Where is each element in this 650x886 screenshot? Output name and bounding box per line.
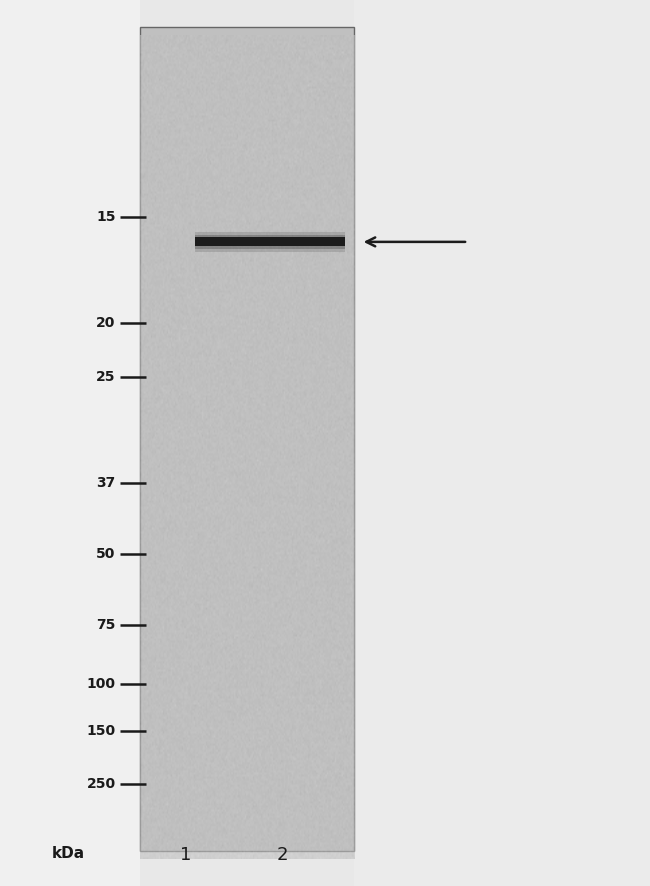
- Bar: [195, 232, 344, 252]
- Text: 15: 15: [96, 210, 116, 224]
- Text: 37: 37: [96, 476, 116, 490]
- Text: 75: 75: [96, 618, 116, 632]
- Text: 1: 1: [179, 846, 191, 864]
- Text: 2: 2: [277, 846, 289, 864]
- Bar: [195, 237, 344, 246]
- Text: 20: 20: [96, 316, 116, 330]
- Bar: [195, 235, 344, 249]
- Text: 25: 25: [96, 369, 116, 384]
- Bar: [140, 27, 354, 851]
- Bar: [0, 0, 140, 886]
- Bar: [354, 0, 650, 886]
- Text: 50: 50: [96, 547, 116, 561]
- Text: 250: 250: [86, 777, 116, 791]
- Text: kDa: kDa: [52, 846, 84, 861]
- Text: 100: 100: [86, 677, 116, 691]
- Text: 150: 150: [86, 724, 116, 738]
